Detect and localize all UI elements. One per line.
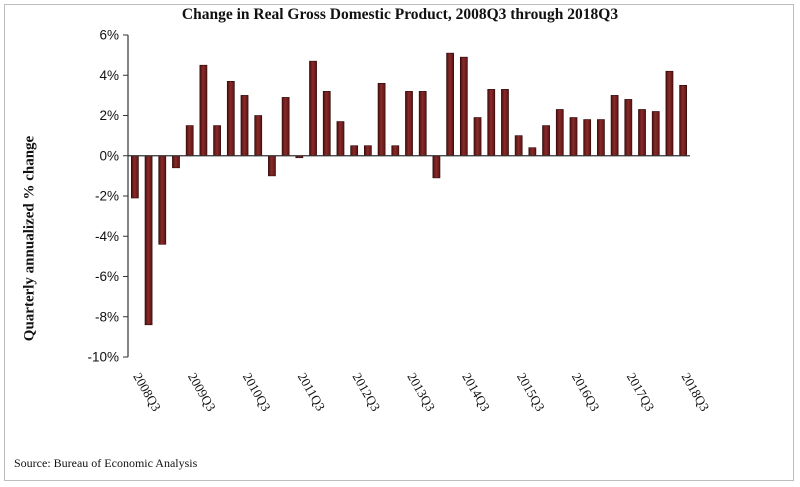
bar-2012Q2	[336, 121, 345, 157]
bar-2010Q2	[226, 80, 235, 157]
y-tick-label: -8%	[95, 309, 119, 324]
bar-2018Q3	[679, 85, 688, 157]
y-ticks-group: 6% 4% 2% 0% -2% -4% -6% -8% -10%	[87, 28, 128, 365]
x-tick-label: 2014Q3	[459, 370, 493, 414]
bar-2012Q4	[364, 145, 372, 157]
y-tick-label: 0%	[99, 148, 119, 163]
bar-2017Q4	[638, 109, 646, 157]
y-tick-label: -2%	[95, 189, 119, 204]
bar-2015Q1	[487, 89, 496, 157]
x-tick-label: 2015Q3	[514, 370, 548, 414]
bar-2013Q2	[391, 145, 400, 157]
bar-2018Q1	[651, 111, 660, 157]
bar-2010Q4	[254, 115, 263, 157]
bar-2014Q3	[459, 56, 468, 157]
x-ticks-group: 2008Q3 2009Q3 2010Q3 2011Q3 2012Q3 2013Q3 2014…	[130, 370, 712, 414]
x-tick-label: 2018Q3	[679, 370, 713, 414]
bar-2017Q1	[597, 119, 605, 157]
x-tick-label: 2017Q3	[624, 370, 658, 414]
axes-group	[127, 35, 690, 357]
x-tick-label: 2016Q3	[569, 370, 603, 414]
bar-2012Q1	[322, 91, 331, 157]
bar-2014Q4	[473, 117, 482, 157]
bar-2016Q2	[555, 109, 564, 157]
chart-frame	[4, 4, 794, 481]
bar-2009Q3	[185, 125, 194, 157]
bar-2014Q1	[432, 155, 441, 179]
y-tick-label: -10%	[87, 350, 119, 365]
y-tick-label: -4%	[95, 229, 119, 244]
bar-2013Q1	[377, 83, 386, 157]
x-tick-label: 2011Q3	[295, 370, 329, 413]
bar-2014Q2	[446, 52, 454, 157]
bar-2011Q1	[268, 155, 276, 177]
chart-title: Change in Real Gross Domestic Product, 2…	[181, 6, 619, 23]
x-tick-label: 2008Q3	[130, 370, 164, 414]
bar-2015Q2	[501, 89, 509, 157]
bar-2009Q4	[199, 64, 208, 157]
x-tick-label: 2013Q3	[404, 370, 438, 414]
bar-2008Q3	[130, 155, 139, 199]
bar-2008Q4	[144, 155, 153, 326]
bar-2017Q3	[624, 99, 633, 157]
y-tick-label: 4%	[99, 68, 119, 83]
y-tick-label: 6%	[99, 28, 119, 43]
bars-group	[130, 52, 688, 326]
bar-2010Q1	[213, 125, 221, 157]
x-tick-label: 2009Q3	[185, 370, 219, 414]
bar-2012Q3	[350, 145, 359, 157]
y-tick-label: 2%	[99, 108, 119, 123]
bar-2011Q4	[309, 60, 317, 157]
bar-2018Q2	[665, 70, 674, 157]
bar-2011Q2	[281, 97, 290, 157]
bar-2009Q2	[172, 155, 180, 169]
y-tick-label: -6%	[95, 269, 119, 284]
bar-2016Q4	[583, 119, 592, 157]
bar-2010Q3	[240, 95, 249, 157]
bar-2013Q4	[418, 91, 427, 157]
bar-2013Q3	[405, 91, 413, 157]
bar-2017Q2	[610, 95, 619, 157]
bar-2015Q3	[514, 135, 523, 157]
bar-2016Q3	[569, 117, 578, 157]
bar-2015Q4	[528, 147, 537, 157]
x-tick-label: 2010Q3	[240, 370, 274, 414]
source-note: Source: Bureau of Economic Analysis	[14, 456, 198, 470]
bar-2009Q1	[158, 155, 167, 245]
x-tick-label: 2012Q3	[350, 370, 384, 414]
bar-2016Q1	[542, 125, 550, 157]
